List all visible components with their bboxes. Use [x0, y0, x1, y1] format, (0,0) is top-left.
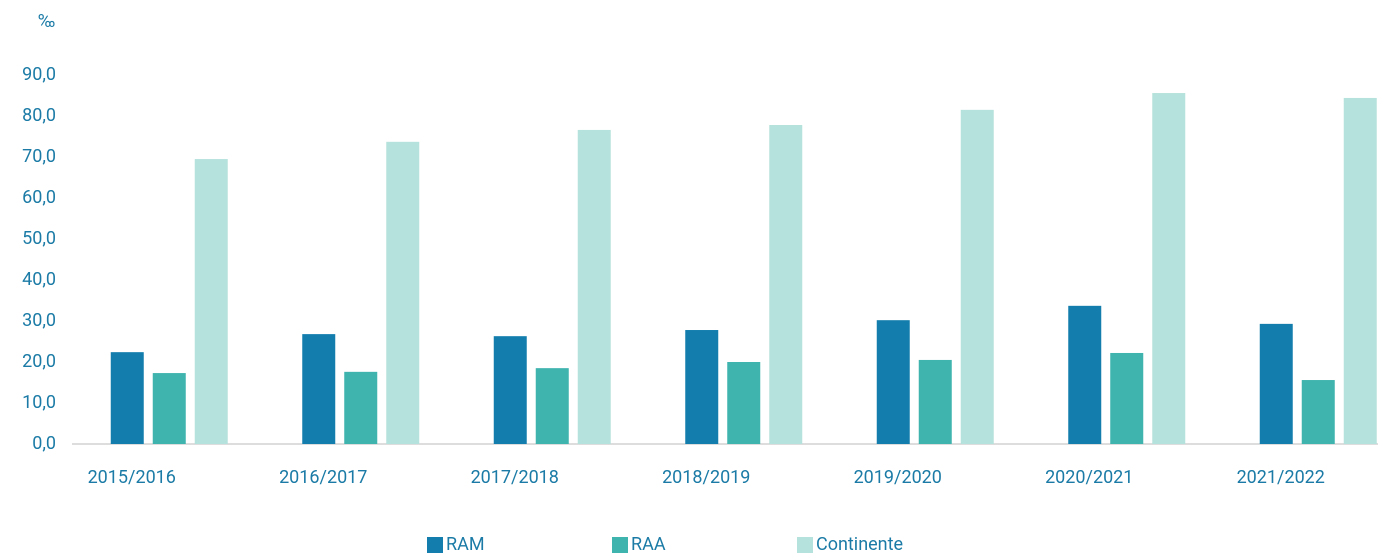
legend-swatch	[797, 537, 813, 553]
bar	[1152, 93, 1186, 444]
y-axis-label: ‰	[38, 11, 55, 32]
bar	[1068, 305, 1102, 444]
y-tick-label: 0,0	[32, 433, 56, 454]
bar	[535, 368, 569, 444]
x-tick-label: 2015/2016	[88, 467, 176, 488]
legend-swatch	[427, 537, 443, 553]
bar	[386, 141, 420, 444]
bar	[194, 159, 228, 445]
bar	[727, 362, 761, 444]
bar	[152, 373, 186, 444]
x-tick-label: 2016/2017	[279, 467, 367, 488]
bar	[918, 359, 952, 444]
y-tick-label: 30,0	[22, 310, 56, 331]
bar	[685, 330, 719, 444]
y-tick-label: 10,0	[22, 392, 56, 413]
y-tick-label: 60,0	[22, 187, 56, 208]
x-tick-label: 2018/2019	[662, 467, 750, 488]
legend-label: RAM	[446, 534, 485, 553]
legend-label: Continente	[816, 534, 903, 553]
legend-label: RAA	[631, 534, 666, 553]
y-tick-label: 50,0	[22, 228, 56, 249]
bar	[876, 320, 910, 444]
x-tick-label: 2020/2021	[1045, 467, 1133, 488]
y-tick-label: 70,0	[22, 146, 56, 167]
legend-swatch	[612, 537, 628, 553]
x-tick-label: 2019/2020	[854, 467, 942, 488]
bar	[1343, 97, 1377, 445]
bar	[1110, 352, 1144, 444]
y-tick-label: 20,0	[22, 351, 56, 372]
bar	[1301, 380, 1335, 444]
x-tick-label: 2021/2022	[1237, 467, 1325, 488]
bar	[302, 334, 336, 444]
bar	[769, 125, 803, 445]
y-tick-label: 80,0	[22, 105, 56, 126]
bar	[344, 371, 378, 444]
bar	[577, 129, 611, 444]
y-tick-label: 40,0	[22, 269, 56, 290]
y-tick-label: 90,0	[22, 64, 56, 85]
bar	[493, 336, 527, 444]
x-tick-label: 2017/2018	[471, 467, 559, 488]
bar	[110, 352, 144, 444]
bar	[960, 109, 994, 444]
bar	[1259, 323, 1293, 444]
